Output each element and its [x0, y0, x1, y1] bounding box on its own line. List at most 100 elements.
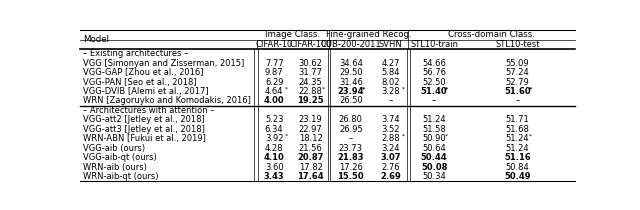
- Text: VGG-GAP [Zhou et al., 2016]: VGG-GAP [Zhou et al., 2016]: [83, 68, 204, 77]
- Text: 7.77: 7.77: [265, 59, 284, 68]
- Text: 57.24: 57.24: [506, 68, 529, 77]
- Text: 21.83: 21.83: [337, 153, 364, 162]
- Text: 4.10: 4.10: [264, 153, 285, 162]
- Text: –: –: [515, 97, 520, 105]
- Text: 24.35: 24.35: [299, 77, 323, 87]
- Text: 26.50: 26.50: [339, 97, 363, 105]
- Text: VGG [Simonyan and Zisserman, 2015]: VGG [Simonyan and Zisserman, 2015]: [83, 59, 244, 68]
- Text: 2.76: 2.76: [381, 163, 400, 172]
- Text: Fine-grained Recog.: Fine-grained Recog.: [326, 30, 412, 39]
- Text: *: *: [285, 134, 288, 139]
- Text: CIFAR-100: CIFAR-100: [289, 40, 332, 49]
- Text: 52.50: 52.50: [422, 77, 446, 87]
- Text: WRN-aib (ours): WRN-aib (ours): [83, 163, 147, 172]
- Text: VGG-DVIB [Alemi et al., 2017]: VGG-DVIB [Alemi et al., 2017]: [83, 87, 209, 96]
- Text: – Architectures with attention –: – Architectures with attention –: [83, 106, 214, 115]
- Text: 23.94: 23.94: [337, 87, 364, 96]
- Text: *: *: [445, 86, 448, 91]
- Text: *: *: [401, 86, 404, 91]
- Text: 31.46: 31.46: [339, 77, 363, 87]
- Text: Image Class.: Image Class.: [265, 30, 320, 39]
- Text: *: *: [529, 86, 532, 91]
- Text: 51.60: 51.60: [504, 87, 531, 96]
- Text: 31.77: 31.77: [299, 68, 323, 77]
- Text: 2.88: 2.88: [381, 134, 400, 143]
- Text: 50.84: 50.84: [506, 163, 529, 172]
- Text: 4.64: 4.64: [265, 87, 284, 96]
- Text: 51.58: 51.58: [422, 125, 446, 134]
- Text: 51.24: 51.24: [506, 134, 529, 143]
- Text: 26.80: 26.80: [339, 116, 363, 124]
- Text: 51.40: 51.40: [421, 87, 447, 96]
- Text: 20.87: 20.87: [298, 153, 324, 162]
- Text: 3.24: 3.24: [381, 144, 400, 153]
- Text: *: *: [321, 86, 324, 91]
- Text: 8.02: 8.02: [381, 77, 400, 87]
- Text: 51.68: 51.68: [506, 125, 529, 134]
- Text: 29.50: 29.50: [339, 68, 363, 77]
- Text: 4.28: 4.28: [265, 144, 284, 153]
- Text: 51.71: 51.71: [506, 116, 529, 124]
- Text: *: *: [529, 134, 531, 139]
- Text: 26.95: 26.95: [339, 125, 363, 134]
- Text: 56.76: 56.76: [422, 68, 446, 77]
- Text: 19.25: 19.25: [298, 97, 324, 105]
- Text: 30.62: 30.62: [299, 59, 323, 68]
- Text: –: –: [388, 97, 392, 105]
- Text: 4.00: 4.00: [264, 97, 285, 105]
- Text: 4.27: 4.27: [381, 59, 400, 68]
- Text: 51.16: 51.16: [504, 153, 531, 162]
- Text: SVHN: SVHN: [379, 40, 403, 49]
- Text: 3.43: 3.43: [264, 172, 285, 181]
- Text: VGG-aib (ours): VGG-aib (ours): [83, 144, 145, 153]
- Text: 21.56: 21.56: [299, 144, 323, 153]
- Text: VGG-att3 [Jetley et al., 2018]: VGG-att3 [Jetley et al., 2018]: [83, 125, 205, 134]
- Text: –: –: [432, 97, 436, 105]
- Text: 15.50: 15.50: [337, 172, 364, 181]
- Text: 17.82: 17.82: [299, 163, 323, 172]
- Text: 50.64: 50.64: [422, 144, 446, 153]
- Text: 51.24: 51.24: [506, 144, 529, 153]
- Text: 23.73: 23.73: [339, 144, 363, 153]
- Text: VGG-aib-qt (ours): VGG-aib-qt (ours): [83, 153, 157, 162]
- Text: 50.08: 50.08: [421, 163, 447, 172]
- Text: CUB-200-2011: CUB-200-2011: [321, 40, 381, 49]
- Text: VGG-PAN [Seo et al., 2018]: VGG-PAN [Seo et al., 2018]: [83, 77, 196, 87]
- Text: 3.52: 3.52: [381, 125, 400, 134]
- Text: – Existing architectures –: – Existing architectures –: [83, 49, 188, 58]
- Text: 9.87: 9.87: [265, 68, 284, 77]
- Text: 17.64: 17.64: [298, 172, 324, 181]
- Text: 3.74: 3.74: [381, 116, 400, 124]
- Text: 50.49: 50.49: [504, 172, 531, 181]
- Text: CIFAR-10: CIFAR-10: [255, 40, 293, 49]
- Text: 17.26: 17.26: [339, 163, 363, 172]
- Text: *: *: [285, 86, 288, 91]
- Text: 50.34: 50.34: [422, 172, 446, 181]
- Text: 3.28: 3.28: [381, 87, 400, 96]
- Text: 5.23: 5.23: [265, 116, 284, 124]
- Text: 50.44: 50.44: [421, 153, 447, 162]
- Text: 55.09: 55.09: [506, 59, 529, 68]
- Text: 3.07: 3.07: [380, 153, 401, 162]
- Text: 52.79: 52.79: [506, 77, 529, 87]
- Text: *: *: [401, 134, 404, 139]
- Text: *: *: [445, 134, 448, 139]
- Text: 6.29: 6.29: [265, 77, 284, 87]
- Text: WRN-aib-qt (ours): WRN-aib-qt (ours): [83, 172, 159, 181]
- Text: *: *: [362, 86, 365, 91]
- Text: 22.97: 22.97: [299, 125, 323, 134]
- Text: Model: Model: [83, 35, 109, 44]
- Text: 51.24: 51.24: [422, 116, 446, 124]
- Text: 2.69: 2.69: [380, 172, 401, 181]
- Text: 50.90: 50.90: [422, 134, 446, 143]
- Text: 3.60: 3.60: [265, 163, 284, 172]
- Text: 54.66: 54.66: [422, 59, 446, 68]
- Text: STL10-test: STL10-test: [495, 40, 540, 49]
- Text: –: –: [349, 134, 353, 143]
- Text: 5.84: 5.84: [381, 68, 400, 77]
- Text: 34.64: 34.64: [339, 59, 363, 68]
- Text: STL10-train: STL10-train: [410, 40, 458, 49]
- Text: 22.88: 22.88: [299, 87, 323, 96]
- Text: Cross-domain Class.: Cross-domain Class.: [448, 30, 535, 39]
- Text: WRN [Zagoruyko and Komodakis, 2016]: WRN [Zagoruyko and Komodakis, 2016]: [83, 97, 251, 105]
